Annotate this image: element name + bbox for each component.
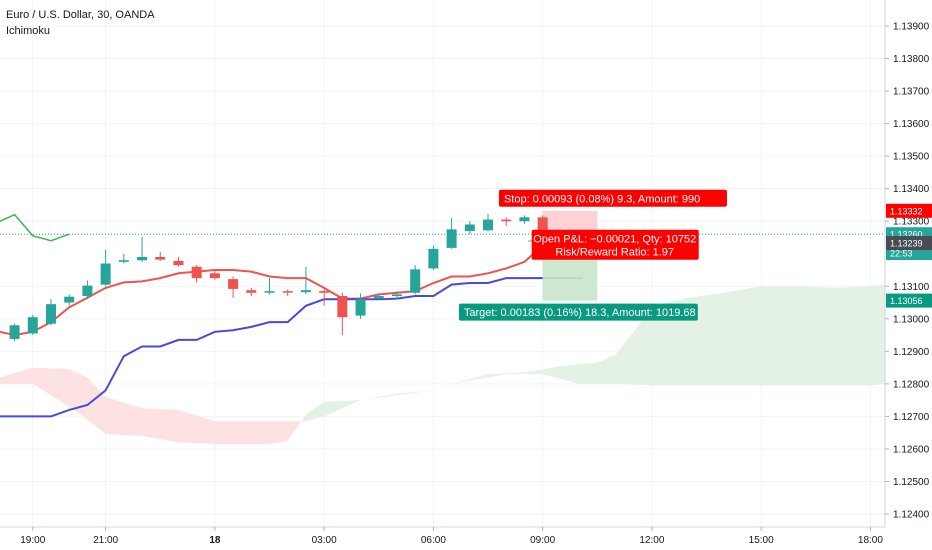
target-label: Target: 0.00183 (0.16%) 18.3, Amount: 10… <box>464 307 696 319</box>
time-tick-label: 09:00 <box>530 535 555 546</box>
candle-up <box>483 219 494 231</box>
stop-label: Stop: 0.00093 (0.08%) 9.3, Amount: 990 <box>504 193 700 205</box>
price-tag-box <box>886 236 932 251</box>
lagging-span <box>0 213 70 242</box>
risk-reward-label: Risk/Reward Ratio: 1.97 <box>555 246 674 258</box>
cloud-bullish <box>305 284 885 422</box>
time-tick-label: 19:00 <box>20 535 45 546</box>
price-tick-label: 1.13900 <box>893 22 930 33</box>
indicator-name[interactable]: Ichimoku <box>6 25 50 37</box>
price-tick-label: 1.13000 <box>893 314 930 325</box>
stop-label-box <box>498 189 727 207</box>
price-tag-label: 22:53 <box>890 249 913 259</box>
price-tag-label: 1.13056 <box>890 296 923 306</box>
candles <box>9 214 548 341</box>
symbol-title[interactable]: Euro / U.S. Dollar, 30, OANDA <box>6 9 155 21</box>
time-tick-label: 06:00 <box>421 535 446 546</box>
candle-up <box>464 224 475 231</box>
price-tick-label: 1.13500 <box>893 152 930 163</box>
price-tick-label: 1.13400 <box>893 184 930 195</box>
candle-up <box>300 290 311 293</box>
price-tick-label: 1.13600 <box>893 119 930 130</box>
price-tag-label: 1.13260 <box>890 230 923 240</box>
candle-down <box>319 291 330 293</box>
candle-down <box>537 217 548 236</box>
candle-down <box>209 273 220 279</box>
candle-down <box>155 256 166 260</box>
candle-up <box>118 260 129 262</box>
time-tick-label: 21:00 <box>93 535 118 546</box>
price-tag-box <box>886 203 932 218</box>
time-tick-label: 12:00 <box>639 535 664 546</box>
candle-down <box>337 296 348 318</box>
price-tick-label: 1.12800 <box>893 379 930 390</box>
candle-up <box>82 285 93 297</box>
price-tag-label: 1.13332 <box>890 206 923 216</box>
candle-down <box>501 219 512 222</box>
open-pnl-label: Open P&L: −0.00021, Qty: 10752 <box>533 233 696 245</box>
price-tag-label: 1.13239 <box>890 239 923 249</box>
grid <box>0 0 885 527</box>
price-tick-label: 1.12700 <box>893 412 930 423</box>
position-labels[interactable]: Stop: 0.00093 (0.08%) 9.3, Amount: 990 Op… <box>458 189 727 321</box>
price-tick-label: 1.12400 <box>893 509 930 520</box>
candle-down <box>246 290 257 293</box>
candle-up <box>428 248 439 269</box>
time-tick-label: 15:00 <box>749 535 774 546</box>
price-tags: 1.13332 1.13260 22:531.13239 1.13056 <box>886 203 932 308</box>
price-tick-label: 1.13700 <box>893 87 930 98</box>
candle-down <box>191 266 202 279</box>
price-tick-label: 1.12600 <box>893 444 930 455</box>
candle-up <box>264 291 275 293</box>
candle-down <box>282 291 293 293</box>
price-tick-label: 1.12500 <box>893 477 930 488</box>
price-tick-label: 1.12900 <box>893 347 930 358</box>
ichimoku-cloud <box>0 284 885 444</box>
pnl-label-box <box>531 229 699 260</box>
candle-up <box>100 263 111 285</box>
price-tick-label: 1.13300 <box>893 217 930 228</box>
candle-up <box>355 299 366 316</box>
candle-up <box>137 256 148 261</box>
candle-up <box>373 296 384 299</box>
price-tag-box <box>886 293 932 308</box>
candle-up <box>391 294 402 297</box>
cloud-bearish <box>0 367 306 444</box>
candle-up <box>519 217 530 222</box>
candle-up <box>446 229 457 248</box>
candle-up <box>410 269 421 293</box>
price-tick-label: 1.13800 <box>893 54 930 65</box>
candle-down <box>173 260 184 266</box>
candle-up <box>27 317 38 334</box>
candle-up <box>45 304 56 324</box>
time-tick-label: 18:00 <box>858 535 883 546</box>
time-tick-label: 18 <box>209 535 221 546</box>
candle-up <box>64 296 75 303</box>
candle-down <box>228 279 239 289</box>
candle-up <box>9 325 20 339</box>
price-tick-label: 1.13100 <box>893 282 930 293</box>
base-line <box>0 277 583 418</box>
time-tick-label: 03:00 <box>312 535 337 546</box>
target-label-box <box>458 303 698 321</box>
